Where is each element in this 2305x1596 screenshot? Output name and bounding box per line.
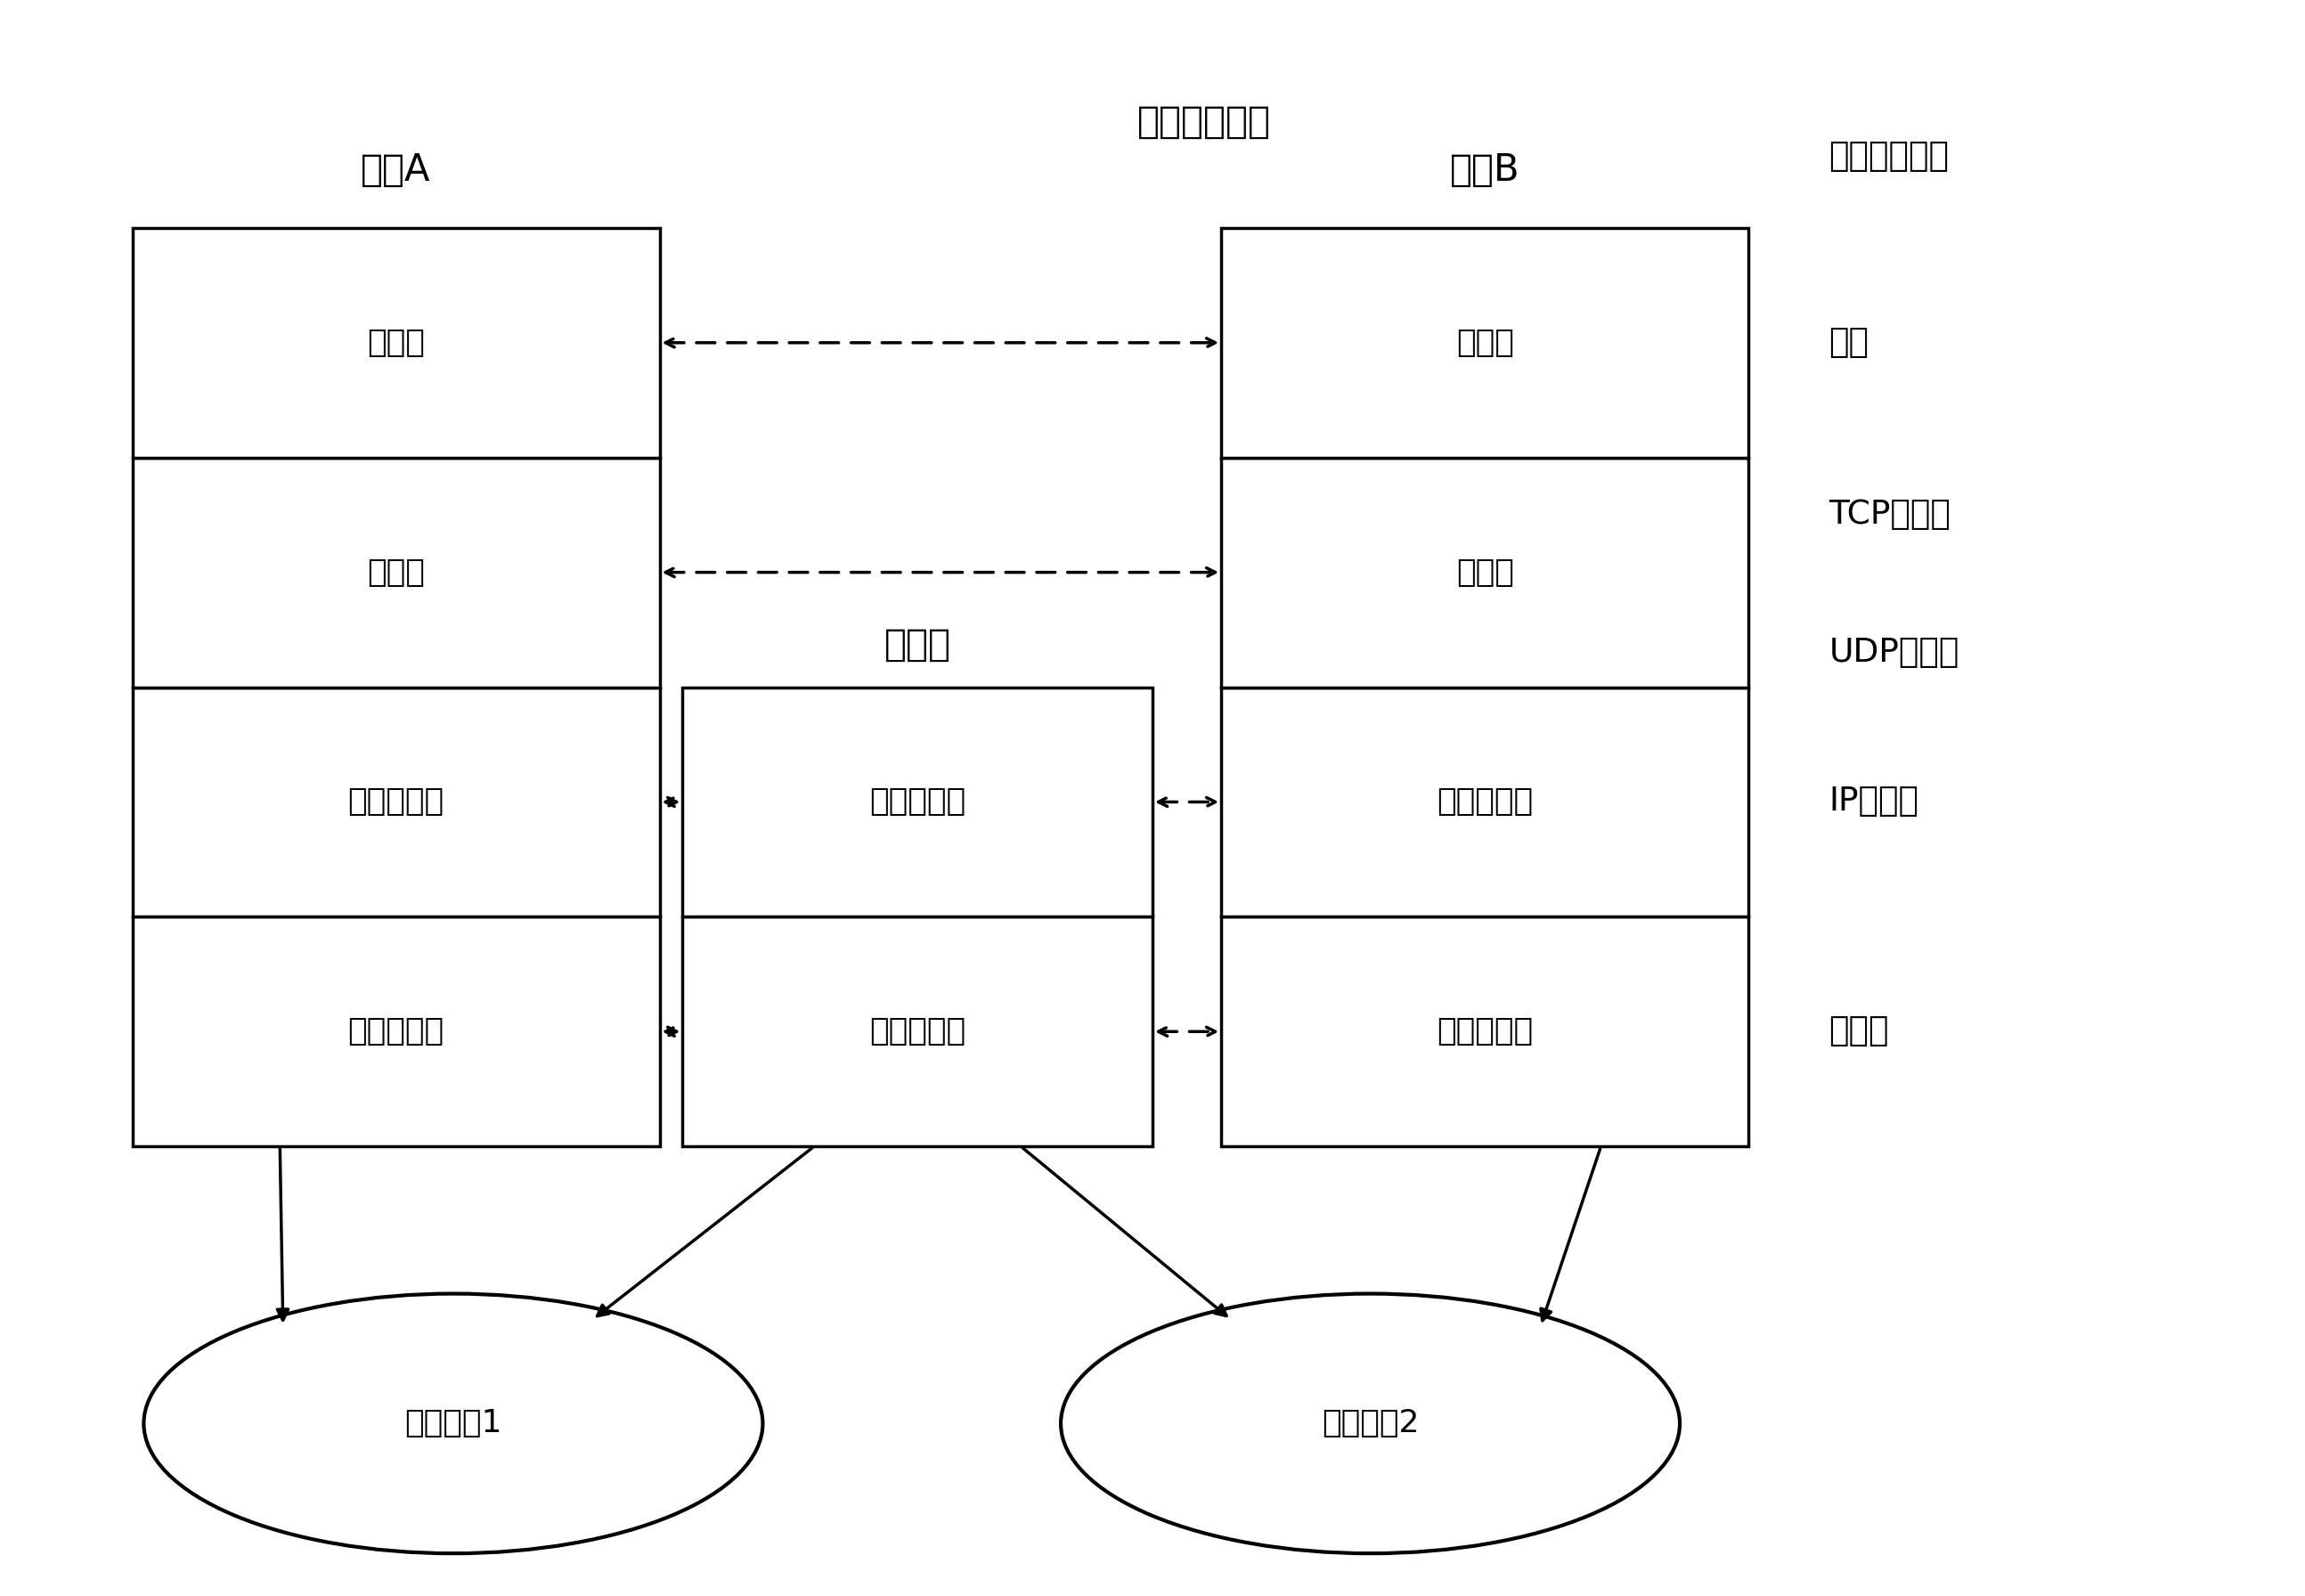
Text: 传输层: 传输层 bbox=[366, 557, 424, 587]
Text: 主机A: 主机A bbox=[362, 152, 431, 188]
Text: 各对等层协议: 各对等层协议 bbox=[1136, 104, 1270, 140]
Text: 应用层: 应用层 bbox=[366, 327, 424, 358]
Text: 网络接口层: 网络接口层 bbox=[1436, 1017, 1533, 1047]
Text: 主机B: 主机B bbox=[1450, 152, 1519, 188]
Text: 网际互联层: 网际互联层 bbox=[869, 787, 966, 817]
Text: 应用层: 应用层 bbox=[1457, 327, 1514, 358]
Bar bbox=[682, 916, 1152, 1146]
Bar bbox=[1222, 688, 1749, 916]
Text: 路由器: 路由器 bbox=[885, 626, 952, 664]
Text: 协议交换单元: 协议交换单元 bbox=[1828, 140, 1950, 172]
Text: 物理网络2: 物理网络2 bbox=[1321, 1408, 1420, 1438]
Text: 网络接口层: 网络接口层 bbox=[348, 1017, 445, 1047]
Ellipse shape bbox=[1060, 1294, 1680, 1553]
Text: TCP报文段: TCP报文段 bbox=[1828, 500, 1950, 531]
Text: 网际互联层: 网际互联层 bbox=[1436, 787, 1533, 817]
Bar bbox=[682, 688, 1152, 916]
Text: 报文: 报文 bbox=[1828, 327, 1869, 359]
Text: 数据帧: 数据帧 bbox=[1828, 1015, 1888, 1047]
Text: 物理网络1: 物理网络1 bbox=[403, 1408, 502, 1438]
Text: UDP数据段: UDP数据段 bbox=[1828, 637, 1959, 669]
Bar bbox=[131, 688, 659, 916]
Text: IP数据段: IP数据段 bbox=[1828, 785, 1918, 819]
Bar bbox=[131, 916, 659, 1146]
Bar bbox=[131, 228, 659, 458]
Text: 传输层: 传输层 bbox=[1457, 557, 1514, 587]
Text: 网际互联层: 网际互联层 bbox=[348, 787, 445, 817]
Ellipse shape bbox=[143, 1294, 763, 1553]
Bar bbox=[1222, 916, 1749, 1146]
Bar bbox=[131, 458, 659, 688]
Bar bbox=[1222, 458, 1749, 688]
Bar bbox=[1222, 228, 1749, 458]
Text: 网络接口层: 网络接口层 bbox=[869, 1017, 966, 1047]
